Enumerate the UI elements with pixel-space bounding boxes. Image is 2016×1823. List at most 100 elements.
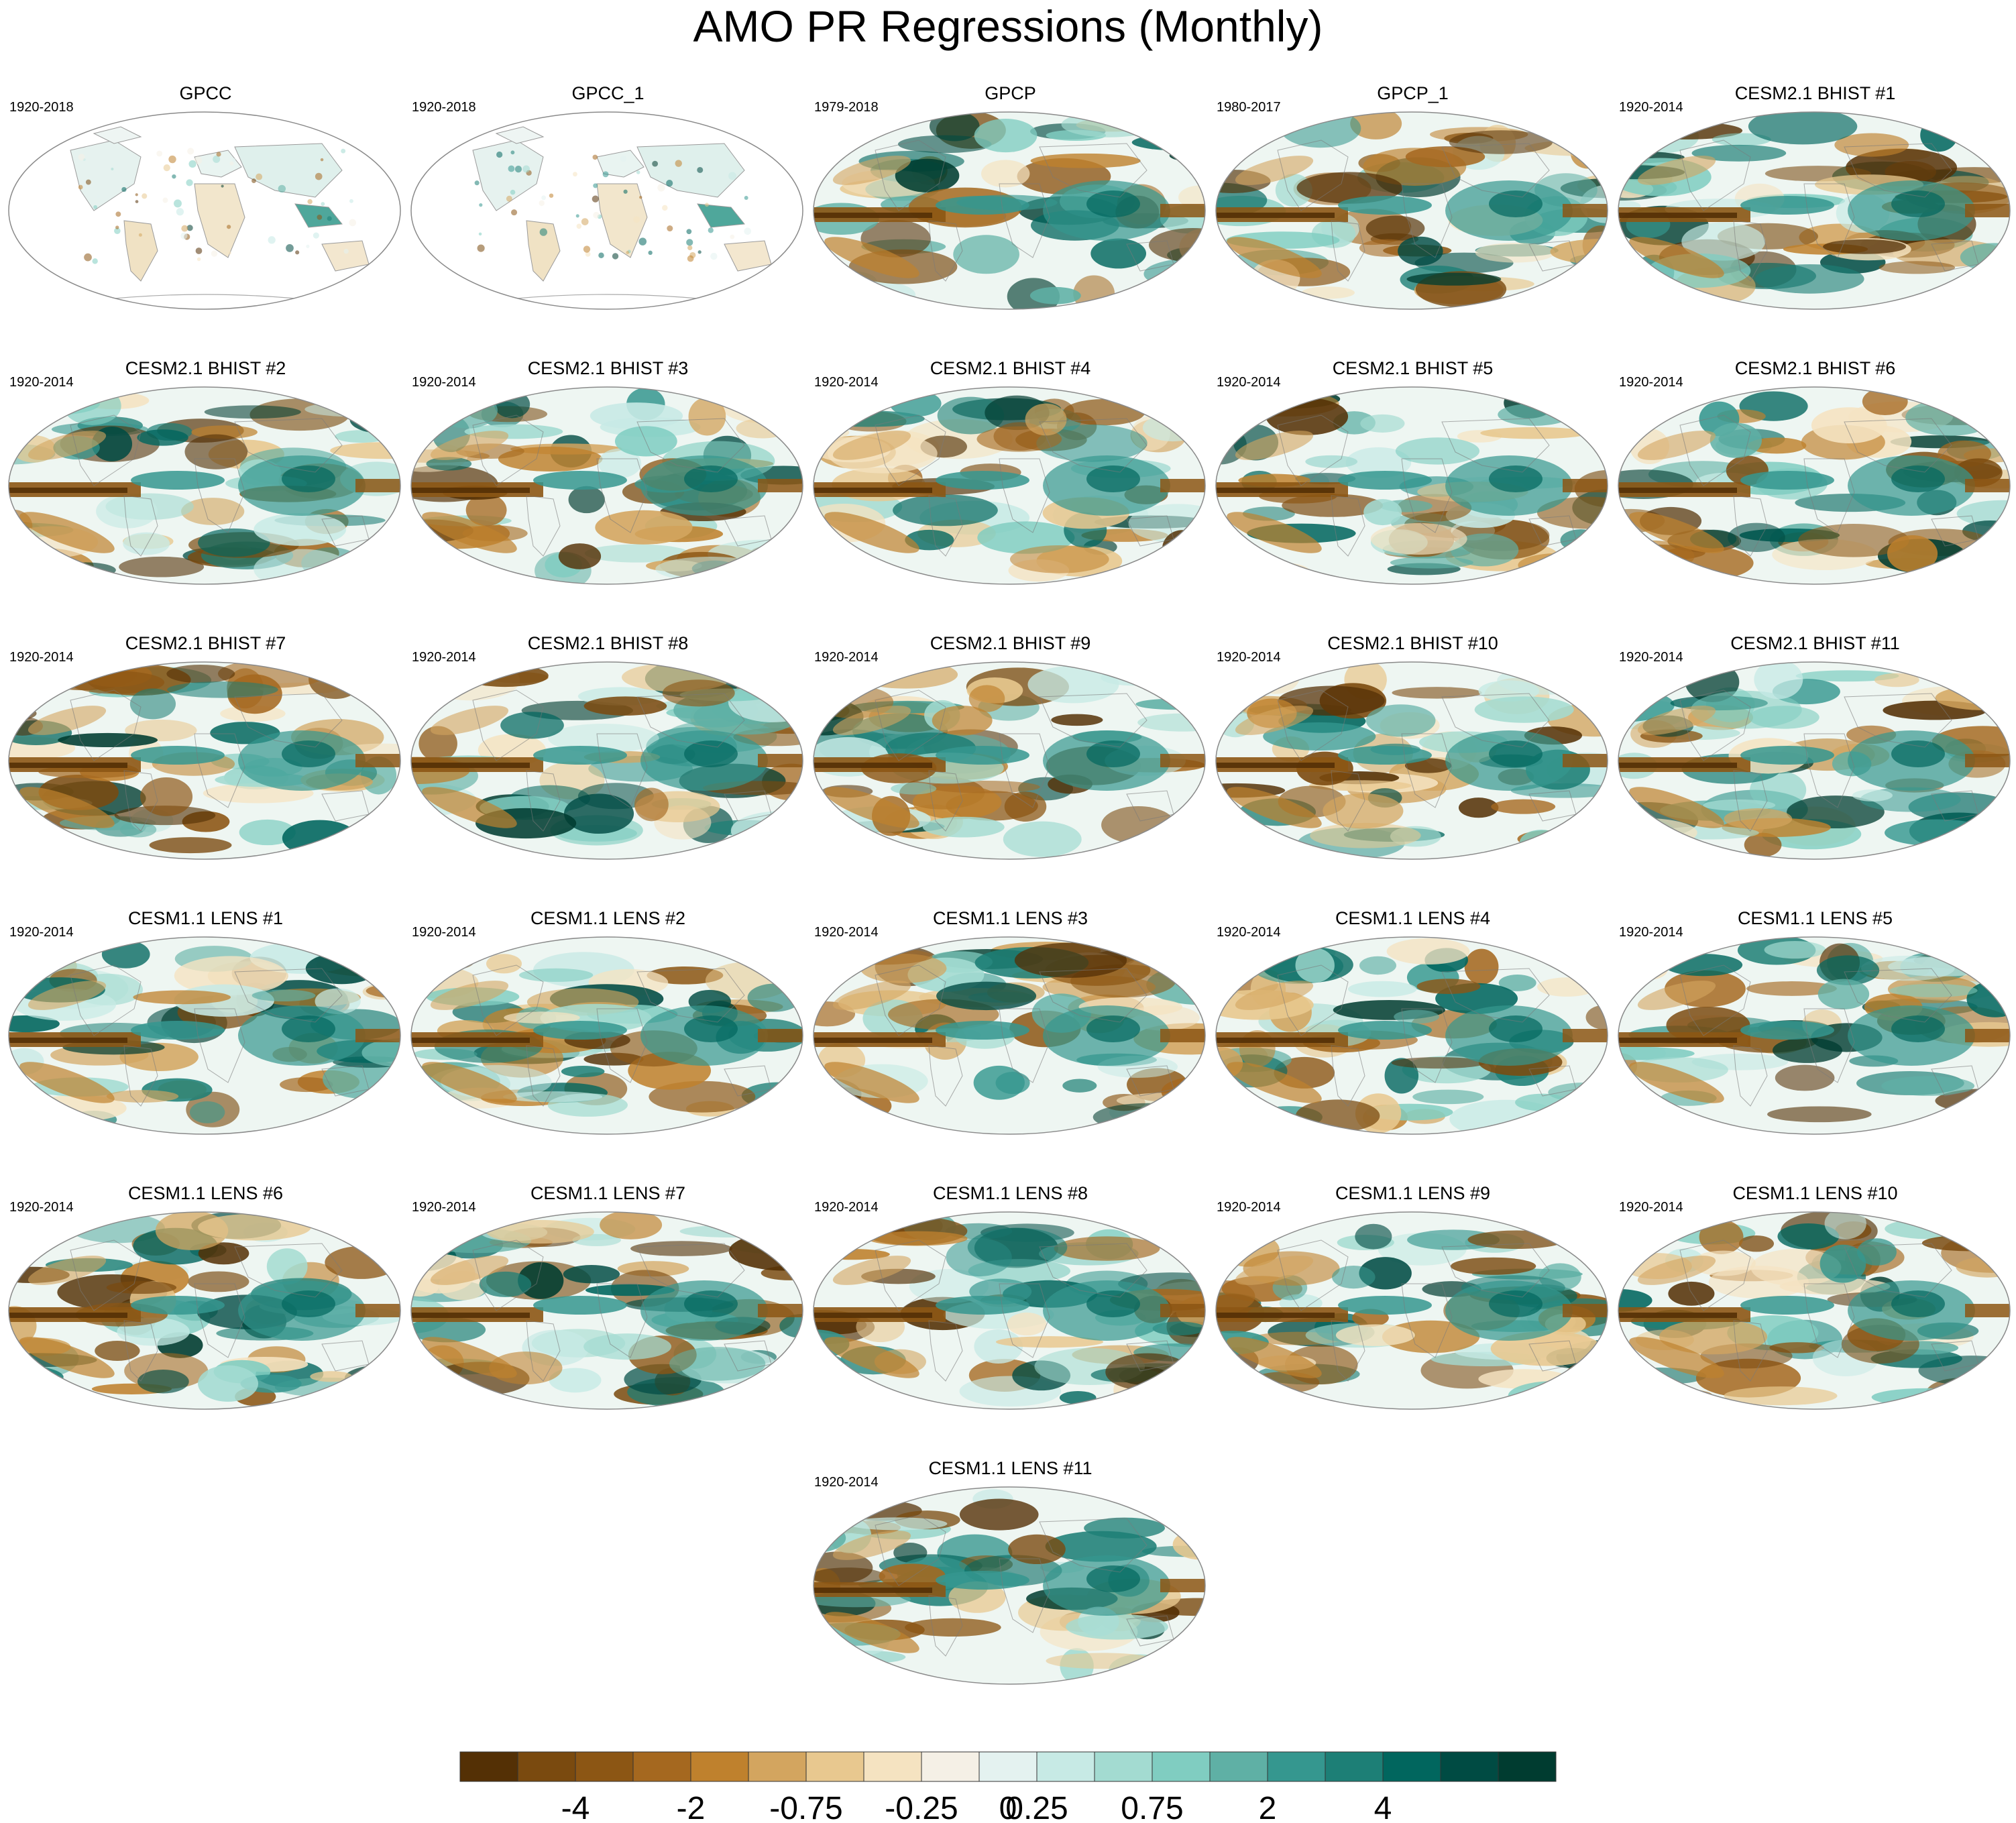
colorbar-tick-label: 0.25 [1005,1791,1068,1823]
colorbar-tick-label: 0 [999,1791,1017,1823]
panel-period: 1920-2014 [814,925,879,940]
regression-map [1215,661,1608,860]
panel-title: GPCC [179,83,232,103]
regression-map [1618,936,2011,1135]
map-panel: CESM1.1 LENS #3 1920-2014 [809,907,1212,1182]
map-panel: CESM1.1 LENS #8 1920-2014 [809,1182,1212,1457]
map-panel: CESM2.1 BHIST #8 1920-2014 [406,632,809,907]
panel-title: CESM1.1 LENS #8 [932,1183,1088,1203]
panel-title: CESM1.1 LENS #11 [928,1458,1093,1478]
colorbar-swatch [632,1751,691,1782]
regression-map [813,111,1206,310]
regression-map [1215,111,1608,310]
map-panel: CESM1.1 LENS #11 1920-2014 [809,1457,1212,1732]
map-panel: CESM2.1 BHIST #11 1920-2014 [1614,632,2016,907]
regression-map [8,386,401,585]
regression-map [1215,386,1608,585]
map-panel: CESM2.1 BHIST #10 1920-2014 [1211,632,1614,907]
panel-title: CESM2.1 BHIST #11 [1730,633,1900,653]
map-panel: CESM2.1 BHIST #4 1920-2014 [809,357,1212,632]
map-panel: CESM1.1 LENS #2 1920-2014 [406,907,809,1182]
regression-map [410,936,803,1135]
panel-period: 1920-2014 [814,375,879,390]
colorbar-tick-label: -0.75 [769,1791,842,1823]
colorbar-swatch [690,1751,749,1782]
panel-title: CESM1.1 LENS #4 [1335,908,1491,928]
panel-title: CESM2.1 BHIST #3 [527,358,689,378]
panel-period: 1920-2014 [1217,1200,1281,1215]
panel-title: CESM2.1 BHIST #8 [527,633,689,653]
regression-map [8,1211,401,1410]
regression-map [813,936,1206,1135]
panel-period: 1920-2014 [412,1200,476,1215]
colorbar-swatch [1152,1751,1211,1782]
map-panel: CESM1.1 LENS #9 1920-2014 [1211,1182,1614,1457]
map-panel: CESM2.1 BHIST #5 1920-2014 [1211,357,1614,632]
panel-period: 1980-2017 [1217,100,1281,115]
panel-period: 1920-2014 [9,925,74,940]
map-panel: GPCC 1920-2018 [4,82,407,357]
panel-title: GPCP [985,83,1036,103]
panel-period: 1920-2014 [1619,375,1683,390]
panel-period: 1920-2018 [412,100,476,115]
panel-title: CESM1.1 LENS #9 [1335,1183,1491,1203]
panel-title: CESM1.1 LENS #7 [530,1183,686,1203]
colorbar-swatch [575,1751,634,1782]
colorbar-swatch [805,1751,864,1782]
panel-period: 1920-2014 [1217,375,1281,390]
map-panel: CESM2.1 BHIST #1 1920-2014 [1614,82,2016,357]
map-panel: GPCP_1 1980-2017 [1211,82,1614,357]
regression-map [813,1486,1206,1685]
panel-title: CESM2.1 BHIST #4 [930,358,1091,378]
map-panel: CESM2.1 BHIST #6 1920-2014 [1614,357,2016,632]
regression-map [813,386,1206,585]
regression-map [813,661,1206,860]
map-panel: CESM2.1 BHIST #9 1920-2014 [809,632,1212,907]
panel-title: CESM2.1 BHIST #10 [1327,633,1498,653]
colorbar-swatch [1209,1751,1268,1782]
panel-title: CESM1.1 LENS #6 [127,1183,284,1203]
colorbar-tick-label: -0.25 [885,1791,958,1823]
panel-title: CESM1.1 LENS #5 [1737,908,1893,928]
panel-title: CESM1.1 LENS #1 [127,908,284,928]
regression-map [8,661,401,860]
colorbar-swatch [978,1751,1038,1782]
panel-period: 1920-2014 [1217,925,1281,940]
colorbar-swatch [1036,1751,1095,1782]
colorbar-swatch [748,1751,807,1782]
regression-map [1215,936,1608,1135]
panel-title: CESM2.1 BHIST #6 [1734,358,1896,378]
panel-title: CESM2.1 BHIST #5 [1332,358,1494,378]
panel-period: 1979-2018 [814,100,879,115]
regression-map [410,386,803,585]
map-panel: GPCC_1 1920-2018 [406,82,809,357]
panel-period: 1920-2014 [412,650,476,665]
regression-map [813,1211,1206,1410]
colorbar-tick-label: -4 [561,1791,590,1823]
colorbar-swatch [1267,1751,1326,1782]
panel-title: CESM1.1 LENS #2 [530,908,686,928]
colorbar-swatch [1440,1751,1499,1782]
panel-period: 1920-2014 [1619,100,1683,115]
regression-map [1618,111,2011,310]
panel-title: CESM1.1 LENS #3 [932,908,1088,928]
map-panel: CESM1.1 LENS #4 1920-2014 [1211,907,1614,1182]
regression-map [410,661,803,860]
regression-map [8,936,401,1135]
panel-period: 1920-2014 [1619,925,1683,940]
colorbar-swatch [517,1751,576,1782]
colorbar-tick-label: 4 [1374,1791,1392,1823]
panel-period: 1920-2014 [9,375,74,390]
panel-period: 1920-2018 [9,100,74,115]
colorbar-swatch [863,1751,922,1782]
regression-map [1618,1211,2011,1410]
colorbar-swatch [921,1751,980,1782]
regression-map [8,111,401,310]
map-panel: CESM2.1 BHIST #7 1920-2014 [4,632,407,907]
colorbar-swatch [459,1751,518,1782]
map-panel: CESM1.1 LENS #6 1920-2014 [4,1182,407,1457]
map-panel: CESM2.1 BHIST #2 1920-2014 [4,357,407,632]
panel-title: CESM2.1 BHIST #2 [125,358,286,378]
panel-title: GPCC_1 [571,83,645,103]
